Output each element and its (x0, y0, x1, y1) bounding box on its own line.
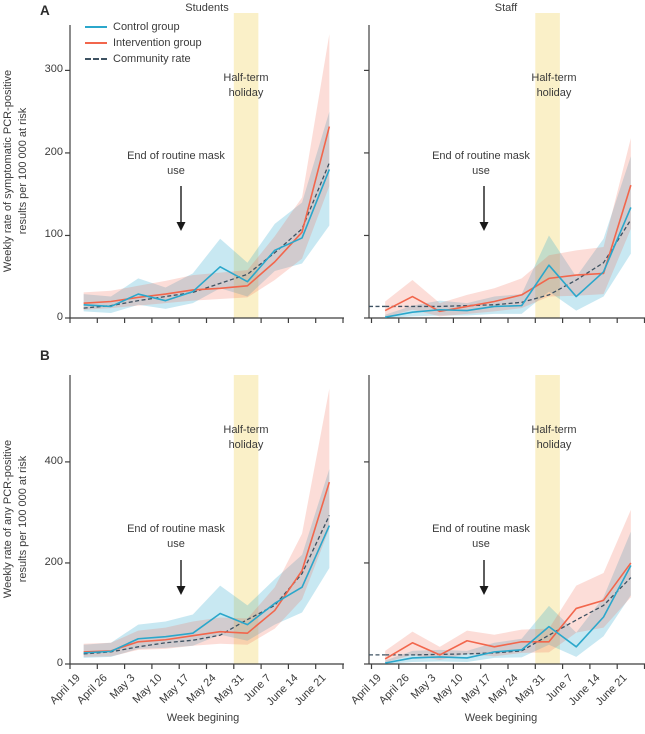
mask-arrow-head (176, 586, 186, 595)
control-confidence-band (385, 156, 631, 318)
mask-annotation-b-students: End of routine mask use (127, 523, 225, 551)
mask-annotation-a-students: End of routine mask use (127, 150, 225, 178)
y-tick-label: 200 (44, 555, 63, 568)
intervention-confidence-band (385, 138, 631, 318)
y-tick-label: 0 (56, 311, 63, 323)
y-tick-label: 400 (44, 454, 63, 467)
legend-label: Control group (113, 21, 180, 33)
holiday-annotation-b-students: Half-term holiday (223, 424, 269, 452)
y-tick-label: 0 (56, 657, 63, 669)
y-axis-title-panel-a: Weekly rate of symptomatic PCR-positive … (2, 69, 29, 273)
intervention-line (384, 184, 632, 313)
y-tick-label: 100 (44, 228, 63, 241)
holiday-annotation-a-students: Half-term holiday (223, 72, 269, 100)
control-line-swatch (85, 26, 107, 28)
mask-annotation-b-staff: End of routine mask use (432, 523, 530, 551)
x-axis-title-left: Week begining (166, 712, 240, 724)
legend-item-community: Community rate (85, 51, 202, 67)
control-confidence-band (385, 531, 631, 664)
control-line (385, 565, 632, 664)
intervention-line (384, 562, 632, 660)
control-line (83, 525, 331, 654)
community-line-swatch (85, 58, 107, 60)
control-line (83, 169, 331, 308)
control-line (385, 207, 632, 318)
mask-arrow-head (479, 586, 489, 595)
y-tick-label: 200 (44, 145, 63, 158)
legend-label: Intervention group (113, 37, 202, 49)
control-confidence-band (83, 111, 330, 314)
panel-b-letter: B (40, 348, 50, 363)
holiday-band (535, 375, 560, 664)
community-line (385, 219, 632, 308)
holiday-annotation-b-staff: Half-term holiday (531, 424, 577, 452)
mask-annotation-a-staff: End of routine mask use (432, 150, 530, 178)
mask-arrow-head (479, 222, 489, 231)
holiday-band (233, 13, 259, 318)
column-title-staff: Staff (494, 2, 518, 14)
panel-a-letter: A (40, 3, 50, 18)
y-axis-title-panel-b: Weekly rate of any PCR-positive results … (2, 439, 29, 599)
legend: Control group Intervention group Communi… (85, 19, 202, 67)
legend-item-control: Control group (85, 19, 202, 35)
intervention-line (83, 481, 331, 653)
control-confidence-band (83, 468, 330, 658)
community-line (385, 577, 632, 656)
x-axis-title-right: Week begining (464, 712, 538, 724)
holiday-annotation-a-staff: Half-term holiday (531, 72, 577, 100)
mask-arrow-head (176, 222, 186, 231)
legend-item-intervention: Intervention group (85, 35, 202, 51)
community-line (83, 162, 330, 309)
column-title-students: Students (185, 2, 229, 14)
intervention-line-swatch (85, 42, 107, 44)
y-tick-label: 300 (44, 63, 63, 76)
legend-label: Community rate (113, 53, 191, 65)
